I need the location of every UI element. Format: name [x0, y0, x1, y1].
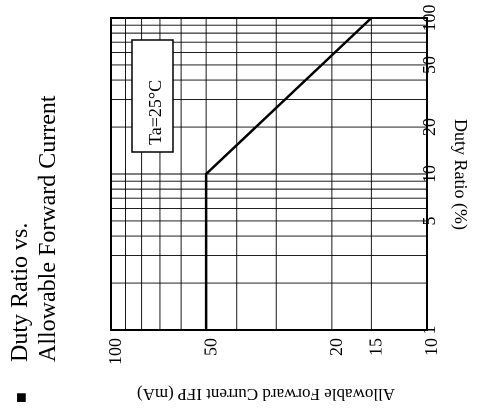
x-tick-label: 100 — [105, 338, 125, 365]
temperature-annotation: Ta=25°C — [131, 39, 174, 153]
legend-bullet: ■ — [16, 387, 27, 407]
y-tick-label: 10 — [419, 165, 439, 183]
y-tick-label: 20 — [419, 118, 439, 136]
x-axis-label: Allowable Forward Current IFP (mA) — [137, 385, 395, 404]
chart-title-line1: Duty Ratio vs. — [7, 223, 33, 362]
x-tick-label: 15 — [365, 338, 385, 356]
annotation-box — [131, 39, 174, 153]
series-group — [204, 17, 373, 330]
x-tick-label: 10 — [421, 338, 441, 356]
y-tick-label: 50 — [419, 56, 439, 74]
x-tick-label: 50 — [200, 338, 220, 356]
plot-frame — [110, 17, 428, 331]
y-tick-label: 1 — [419, 326, 439, 335]
y-axis-label: Duty Ratio (%) — [450, 119, 471, 230]
y-tick-label: 5 — [419, 216, 439, 225]
chart-title-line2: Allowable Forward Current — [35, 95, 61, 362]
annotation-text: Ta=25°C — [145, 80, 165, 145]
x-tick-label: 20 — [326, 338, 346, 356]
y-tick-label: 100 — [419, 5, 439, 32]
series-line — [204, 17, 373, 330]
